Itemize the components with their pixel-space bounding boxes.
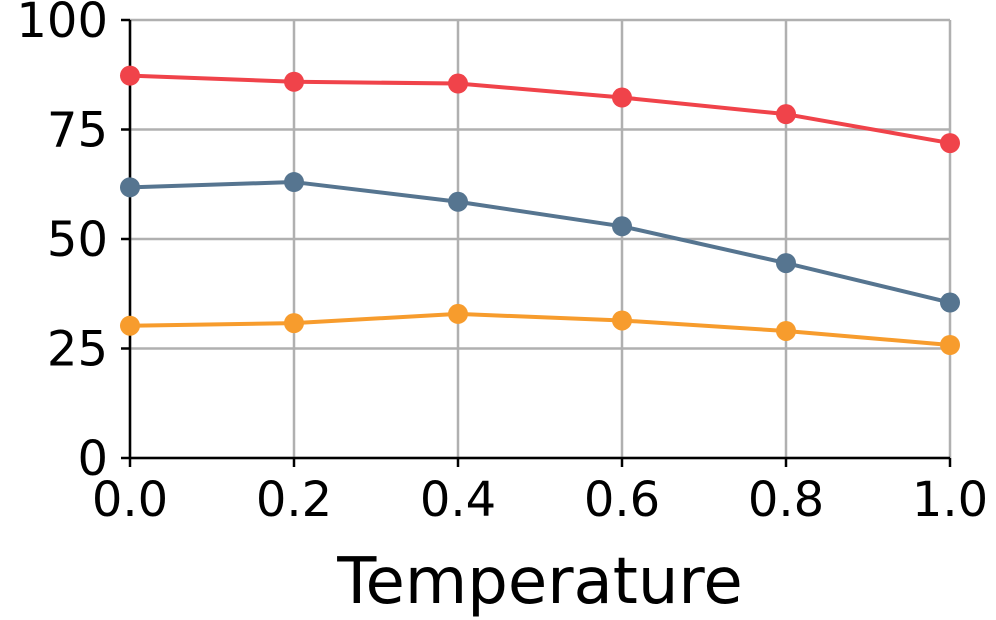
data-point xyxy=(940,133,960,154)
y-tick-label: 100 xyxy=(16,0,108,49)
series-2 xyxy=(120,172,960,313)
data-point xyxy=(120,177,140,198)
data-point xyxy=(612,87,632,108)
y-tick-label: 0 xyxy=(77,431,108,487)
series-3 xyxy=(120,303,960,355)
data-point xyxy=(612,310,632,331)
x-tick-label: 0.4 xyxy=(420,472,496,528)
data-point xyxy=(448,303,468,324)
y-tick-label: 50 xyxy=(47,212,108,268)
x-tick-label: 0.8 xyxy=(748,472,824,528)
data-point xyxy=(776,104,796,125)
x-tick-label: 0.2 xyxy=(256,472,332,528)
data-point xyxy=(284,313,304,334)
x-axis-title: Temperature xyxy=(336,545,742,619)
x-tick-label: 0.6 xyxy=(584,472,660,528)
series-line xyxy=(128,73,952,146)
data-point xyxy=(776,253,796,274)
data-point xyxy=(448,73,468,94)
data-point xyxy=(448,191,468,212)
x-tick-label: 0.0 xyxy=(92,472,168,528)
y-tick-label: 25 xyxy=(47,322,108,378)
data-point xyxy=(120,65,140,86)
data-point xyxy=(612,216,632,237)
series-line xyxy=(128,180,952,305)
series-line xyxy=(128,311,952,347)
series xyxy=(120,65,960,355)
x-tick-label: 1.0 xyxy=(912,472,988,528)
data-point xyxy=(284,71,304,92)
data-point xyxy=(776,320,796,341)
y-tick-label: 75 xyxy=(47,103,108,159)
data-point xyxy=(940,334,960,355)
series-1 xyxy=(120,65,960,154)
grid xyxy=(128,18,952,460)
ticks: 0.0 0.2 0.4 0.6 0.8 1.0 0 25 50 75 100 xyxy=(16,0,988,528)
data-point xyxy=(284,172,304,193)
data-point xyxy=(940,292,960,313)
data-point xyxy=(120,315,140,336)
